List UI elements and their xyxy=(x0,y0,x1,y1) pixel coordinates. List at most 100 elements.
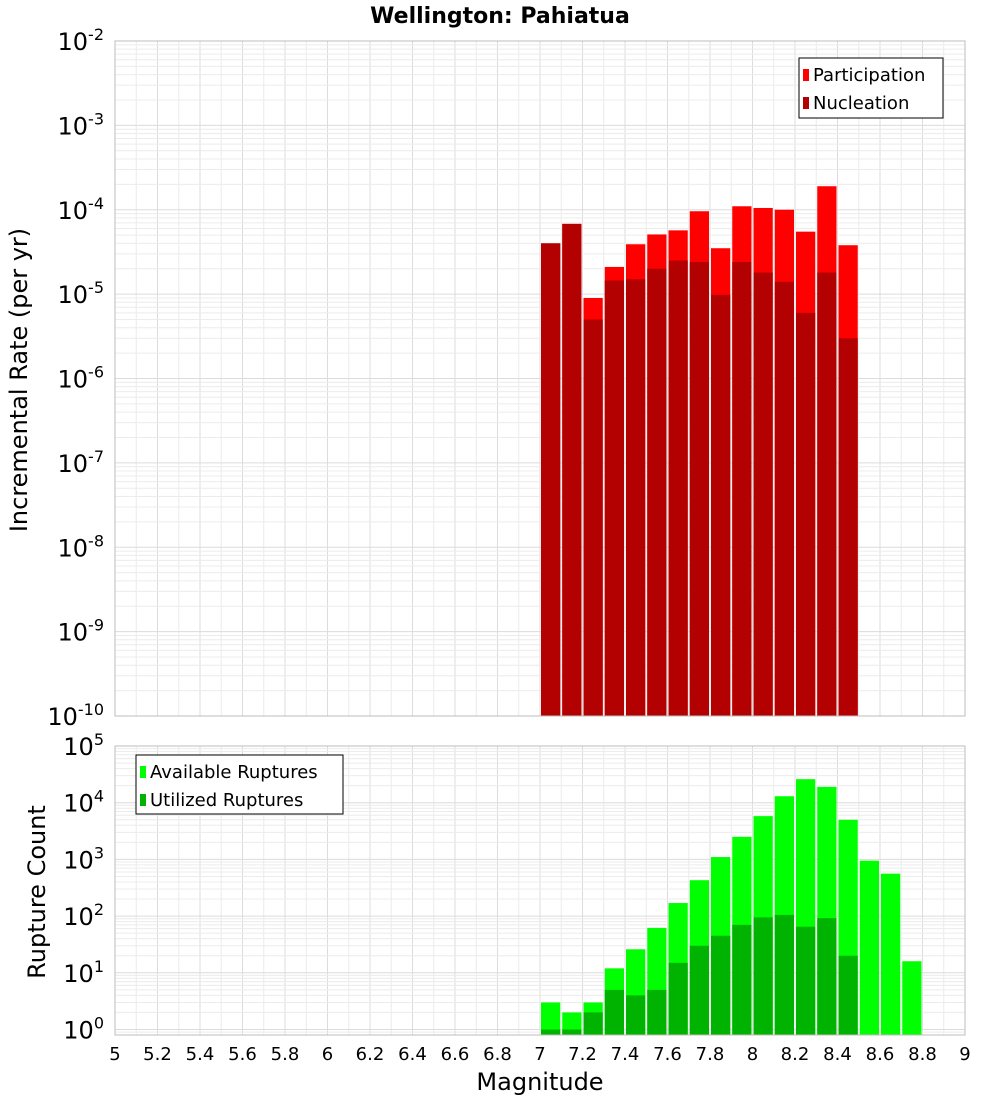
legend: Participation Nucleation xyxy=(798,57,944,119)
y-tick-exponent: 0 xyxy=(94,1014,104,1033)
grid xyxy=(114,40,966,717)
y-tick-exponent: -6 xyxy=(88,363,104,382)
x-tick-label: 6.8 xyxy=(483,1044,512,1065)
x-tick-labels: 5 5.2 5.4 5.6 5.8 6 6.2 6.4 6.6 6.8 7 7.2 7.4 7.6 7.8 8… xyxy=(109,1044,970,1065)
y-tick-exponent: -4 xyxy=(88,194,104,213)
bar xyxy=(732,924,752,1035)
x-tick-label: 8.2 xyxy=(781,1044,810,1065)
bar xyxy=(796,926,816,1035)
y-tick-base: 10 xyxy=(58,619,89,647)
y-tick-exponent: -7 xyxy=(88,447,104,466)
y-tick-label: 10-4 xyxy=(58,194,105,225)
bar xyxy=(838,338,858,716)
x-tick-label: 6.4 xyxy=(398,1044,427,1065)
legend-swatch xyxy=(140,794,146,806)
y-tick-label: 101 xyxy=(63,957,104,988)
y-tick-exponent: 2 xyxy=(94,900,104,919)
bars xyxy=(541,186,858,717)
x-tick-label: 5.2 xyxy=(143,1044,172,1065)
bar xyxy=(881,873,901,1035)
x-tick-label: 8.8 xyxy=(908,1044,937,1065)
y-tick-label: 10-3 xyxy=(58,109,105,140)
legend-label: Nucleation xyxy=(813,93,909,114)
y-tick-base: 10 xyxy=(47,703,78,731)
bar xyxy=(668,962,688,1035)
x-tick-label: 5 xyxy=(109,1044,120,1065)
y-tick-label: 10-5 xyxy=(58,278,105,309)
y-tick-label: 103 xyxy=(63,843,104,874)
bar xyxy=(562,1029,582,1035)
y-tick-label: 10-10 xyxy=(47,700,104,731)
top-y-axis-label: Incremental Rate (per yr) xyxy=(5,228,33,532)
bar xyxy=(604,280,624,716)
y-tick-exponent: 3 xyxy=(94,843,104,862)
bar xyxy=(732,262,752,716)
bar xyxy=(902,961,922,1035)
x-tick-label: 9 xyxy=(959,1044,970,1065)
bar xyxy=(817,272,837,716)
plot-frame xyxy=(114,40,966,717)
y-tick-label: 104 xyxy=(63,787,104,818)
y-tick-label: 10-8 xyxy=(58,531,105,562)
x-tick-label: 5.8 xyxy=(271,1044,300,1065)
series-nucleation xyxy=(541,223,858,717)
x-tick-label: 6 xyxy=(322,1044,333,1065)
bar xyxy=(796,312,816,716)
y-tick-label: 102 xyxy=(63,900,104,931)
x-axis-label: Magnitude xyxy=(476,1068,603,1096)
y-tick-base: 10 xyxy=(63,903,94,931)
x-tick-label: 8 xyxy=(747,1044,758,1065)
plot-frame xyxy=(114,745,966,1036)
x-tick-label: 6.2 xyxy=(356,1044,385,1065)
y-tick-base: 10 xyxy=(63,1017,94,1045)
y-tick-base: 10 xyxy=(63,790,94,818)
y-tick-exponent: 4 xyxy=(94,787,104,806)
x-tick-label: 8.4 xyxy=(823,1044,852,1065)
bar xyxy=(647,268,667,716)
x-tick-label: 7.6 xyxy=(653,1044,682,1065)
bar xyxy=(774,281,794,716)
bar xyxy=(689,262,709,716)
y-tick-exponent: -9 xyxy=(88,616,104,635)
y-tick-base: 10 xyxy=(63,733,94,761)
y-tick-label: 100 xyxy=(63,1014,104,1045)
bar xyxy=(711,294,731,716)
x-tick-label: 6.6 xyxy=(441,1044,470,1065)
y-tick-base: 10 xyxy=(58,112,89,140)
bar xyxy=(668,260,688,716)
bar xyxy=(711,935,731,1035)
bar xyxy=(626,279,646,716)
legend-swatch xyxy=(803,69,809,81)
legend-swatch xyxy=(803,97,809,109)
y-tick-label: 10-7 xyxy=(58,447,105,478)
y-tick-base: 10 xyxy=(58,450,89,478)
legend-box xyxy=(798,57,944,119)
y-tick-exponent: -2 xyxy=(88,25,104,44)
series-utilized-ruptures xyxy=(541,914,858,1035)
bar xyxy=(583,319,603,716)
bars xyxy=(541,779,922,1035)
y-tick-label: 10-6 xyxy=(58,363,105,394)
x-tick-label: 7.2 xyxy=(568,1044,597,1065)
bottom-y-axis-label: Rupture Count xyxy=(23,805,51,979)
y-tick-base: 10 xyxy=(58,197,89,225)
legend-swatch xyxy=(140,766,146,778)
y-tick-exponent: 1 xyxy=(94,957,104,976)
y-tick-base: 10 xyxy=(58,28,89,56)
x-tick-label: 7 xyxy=(534,1044,545,1065)
bar xyxy=(838,955,858,1035)
bar xyxy=(562,223,582,716)
bar xyxy=(626,995,646,1035)
y-tick-base: 10 xyxy=(63,846,94,874)
y-tick-base: 10 xyxy=(58,281,89,309)
bar xyxy=(604,989,624,1035)
y-tick-base: 10 xyxy=(58,366,89,394)
legend-box xyxy=(135,754,344,815)
bar xyxy=(541,243,561,717)
y-tick-exponent: -5 xyxy=(88,278,104,297)
x-tick-label: 5.6 xyxy=(228,1044,257,1065)
